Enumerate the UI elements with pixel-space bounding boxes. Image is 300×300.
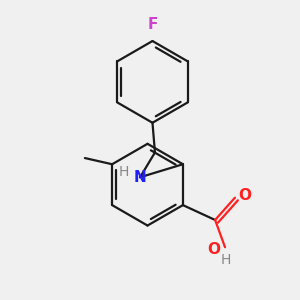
Text: H: H	[221, 254, 231, 267]
Text: H: H	[119, 165, 129, 179]
Text: F: F	[147, 17, 158, 32]
Text: N: N	[134, 170, 146, 185]
Text: O: O	[207, 242, 220, 257]
Text: O: O	[238, 188, 252, 203]
